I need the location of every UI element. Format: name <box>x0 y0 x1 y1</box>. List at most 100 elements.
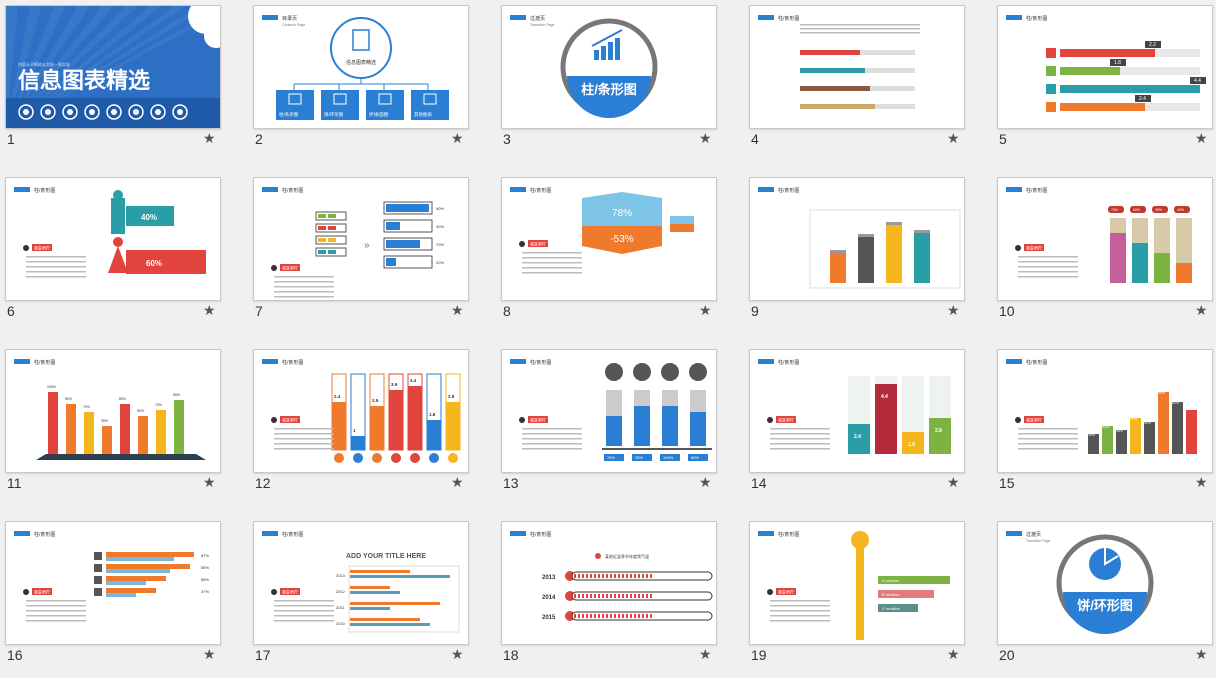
slide-preview[interactable]: 柱/条形图 某地近县季节年度常气温 2013 2014 2015 <box>501 521 717 645</box>
svg-text:过渡页: 过渡页 <box>1026 531 1041 538</box>
slide-title: ADD YOUR TITLE HERE <box>346 553 426 560</box>
slide-preview[interactable]: 柱/条形图 2.4 1 2.5 3.9 4.4 1.8 2.8 我是君柠 <box>253 349 469 473</box>
svg-text:我是君柠: 我是君柠 <box>1026 417 1042 423</box>
slide-thumbnail-18[interactable]: 柱/条形图 某地近县季节年度常气温 2013 2014 2015 18 ★ <box>496 516 726 678</box>
svg-text:2.8: 2.8 <box>935 428 942 434</box>
slide-thumbnail-16[interactable]: 柱/条形图 87% 58% 58% 37% 我是君柠 16 ★ <box>0 516 230 678</box>
slide-preview[interactable]: 内容从不断地从实现一到实现 信息图表精选 <box>5 5 221 129</box>
star-icon[interactable]: ★ <box>947 474 960 490</box>
slide-thumbnail-12[interactable]: 柱/条形图 2.4 1 2.5 3.9 4.4 1.8 2.8 我是君柠 12 ★ <box>248 344 478 506</box>
svg-text:饼/环形图: 饼/环形图 <box>324 111 344 118</box>
slide-number: 2 <box>255 131 263 147</box>
slide-thumbnail-5[interactable]: 柱/条形图 2.2 1.8 4.4 2.4 5 ★ <box>992 0 1216 162</box>
svg-text:80%: 80% <box>65 397 72 401</box>
slide-preview[interactable]: 柱/条形图 40% 60% 我是君柠 <box>5 177 221 301</box>
slide-canvas: 柱/条形图 48% 38% 28% 44% <box>758 15 920 109</box>
svg-text:2010: 2010 <box>336 621 346 626</box>
slide-number: 11 <box>7 475 22 491</box>
slide-thumbnail-13[interactable]: 柱/条形图 75% 25% 100% 80% 我是君柠 13 ★ <box>496 344 726 506</box>
svg-text:2014: 2014 <box>542 595 556 601</box>
star-icon[interactable]: ★ <box>451 130 464 146</box>
svg-text:70%: 70% <box>155 403 162 407</box>
slide-thumbnail-7[interactable]: 柱/条形图 » 90% 30% 70% 20% 我是君柠 7 ★ <box>248 172 478 334</box>
slide-thumbnail-8[interactable]: 柱/条形图 78% -53% 我是君柠 8 ★ <box>496 172 726 334</box>
svg-text:过渡页: 过渡页 <box>530 15 545 22</box>
svg-text:40%: 40% <box>1177 208 1184 212</box>
svg-text:我是君柠: 我是君柠 <box>34 245 50 251</box>
svg-text:柱/条形图: 柱/条形图 <box>282 187 303 194</box>
slide-number: 13 <box>503 475 519 491</box>
star-icon[interactable]: ★ <box>203 130 216 146</box>
svg-text:90%: 90% <box>436 206 444 211</box>
star-icon[interactable]: ★ <box>203 474 216 490</box>
star-icon[interactable]: ★ <box>203 302 216 318</box>
slide-thumbnail-4[interactable]: 柱/条形图 48% 38% 28% 44% 4 ★ <box>744 0 974 162</box>
star-icon[interactable]: ★ <box>699 302 712 318</box>
svg-text:80%: 80% <box>691 455 699 460</box>
slide-title: 信息图表精选 <box>18 68 150 93</box>
star-icon[interactable]: ★ <box>203 646 216 662</box>
svg-text:2.2: 2.2 <box>1149 42 1156 48</box>
slide-preview[interactable]: 柱/条形图 30% 42% 56% 32% 92% 58% 82% 我是君柠 <box>997 349 1213 473</box>
star-icon[interactable]: ★ <box>947 302 960 318</box>
slide-thumbnail-6[interactable]: 柱/条形图 40% 60% 我是君柠 6 ★ <box>0 172 230 334</box>
slide-preview[interactable]: 柱/条形图 48% 38% 28% 44% <box>749 5 965 129</box>
slide-preview[interactable]: 柱/条形图 78% -53% 我是君柠 <box>501 177 717 301</box>
slide-thumbnail-20[interactable]: 过渡页 Transition Page 饼/环形图 20 ★ <box>992 516 1216 678</box>
svg-text:56%: 56% <box>1116 429 1123 433</box>
star-icon[interactable]: ★ <box>699 130 712 146</box>
svg-text:柱/条形图: 柱/条形图 <box>530 187 551 194</box>
slide-thumbnail-11[interactable]: 柱/条形图 100% 80% 70% 35% 80% 50% 70% 85% 11 ★ <box>0 344 230 506</box>
slide-thumbnail-10[interactable]: 柱/条形图 70% 60% 30% 40% 我是君柠 10 ★ <box>992 172 1216 334</box>
svg-text:我是君柠: 我是君柠 <box>530 241 546 247</box>
svg-text:2.4: 2.4 <box>334 394 341 399</box>
star-icon[interactable]: ★ <box>699 474 712 490</box>
star-icon[interactable]: ★ <box>1195 646 1208 662</box>
slide-number: 3 <box>503 131 511 147</box>
slide-preview[interactable]: 柱/条形图 ADD YOUR TITLE HERE 2013 2012 2011 2010… <box>253 521 469 645</box>
svg-text:内容从不断地从实现一到实现: 内容从不断地从实现一到实现 <box>18 61 70 67</box>
svg-text:42%: 42% <box>1102 425 1109 429</box>
slide-preview[interactable]: 柱/条形图 70% 60% 30% 40% 我是君柠 <box>997 177 1213 301</box>
slide-preview[interactable]: 过渡页 Transition Page 饼/环形图 <box>997 521 1213 645</box>
svg-text:我是君柠: 我是君柠 <box>282 265 298 271</box>
slide-preview[interactable]: 柱/条形图 A mmllion B mmllion C mmllion 我是君柠 <box>749 521 965 645</box>
slide-thumbnail-1[interactable]: 内容从不断地从实现一到实现 信息图表精选 1 ★ <box>0 0 230 162</box>
star-icon[interactable]: ★ <box>451 302 464 318</box>
slide-thumbnail-9[interactable]: 柱/条形图 9 ★ <box>744 172 974 334</box>
star-icon[interactable]: ★ <box>947 646 960 662</box>
svg-text:4.4: 4.4 <box>1194 78 1201 84</box>
slide-number: 19 <box>751 647 767 663</box>
slide-preview[interactable]: 柱/条形图 <box>749 177 965 301</box>
slide-thumbnail-15[interactable]: 柱/条形图 30% 42% 56% 32% 92% 58% 82% 我是君柠 15 ★ <box>992 344 1216 506</box>
slide-thumbnail-17[interactable]: 柱/条形图 ADD YOUR TITLE HERE 2013 2012 2011 2010… <box>248 516 478 678</box>
star-icon[interactable]: ★ <box>947 130 960 146</box>
slide-thumbnail-2[interactable]: 目录页 Contents Page 信息图表精选 柱/条形图 饼/环形图 折线/面图 其他图… <box>248 0 478 162</box>
svg-text:2.8: 2.8 <box>448 394 455 399</box>
slide-preview[interactable]: 柱/条形图 2.2 1.8 4.4 2.4 <box>997 5 1213 129</box>
svg-text:85%: 85% <box>173 393 180 397</box>
slide-preview[interactable]: 柱/条形图 » 90% 30% 70% 20% 我是君柠 <box>253 177 469 301</box>
svg-text:B mmllion: B mmllion <box>882 592 900 597</box>
slide-preview[interactable]: 柱/条形图 2.4 4.4 1.8 2.8 我是君柠 <box>749 349 965 473</box>
slide-thumbnail-3[interactable]: 过渡页 Transition Page 柱/条形图 3 ★ <box>496 0 726 162</box>
slide-canvas: 柱/条形图 2.2 1.8 4.4 2.4 <box>1006 15 1206 112</box>
svg-text:2013: 2013 <box>336 573 346 578</box>
svg-text:柱/条形图: 柱/条形图 <box>282 359 303 366</box>
star-icon[interactable]: ★ <box>699 646 712 662</box>
slide-preview[interactable]: 柱/条形图 87% 58% 58% 37% 我是君柠 <box>5 521 221 645</box>
star-icon[interactable]: ★ <box>1195 474 1208 490</box>
slide-thumbnail-14[interactable]: 柱/条形图 2.4 4.4 1.8 2.8 我是君柠 14 ★ <box>744 344 974 506</box>
svg-text:78%: 78% <box>612 208 632 219</box>
slide-preview[interactable]: 柱/条形图 100% 80% 70% 35% 80% 50% 70% 85% <box>5 349 221 473</box>
slide-preview[interactable]: 目录页 Contents Page 信息图表精选 柱/条形图 饼/环形图 折线/面图 其他图… <box>253 5 469 129</box>
slide-thumbnail-19[interactable]: 柱/条形图 A mmllion B mmllion C mmllion 我是君柠 19 ★ <box>744 516 974 678</box>
star-icon[interactable]: ★ <box>1195 302 1208 318</box>
star-icon[interactable]: ★ <box>451 474 464 490</box>
slide-preview[interactable]: 过渡页 Transition Page 柱/条形图 <box>501 5 717 129</box>
svg-text:100%: 100% <box>47 385 56 389</box>
star-icon[interactable]: ★ <box>1195 130 1208 146</box>
svg-text:柱/条形图: 柱/条形图 <box>778 15 799 22</box>
star-icon[interactable]: ★ <box>451 646 464 662</box>
slide-preview[interactable]: 柱/条形图 75% 25% 100% 80% 我是君柠 <box>501 349 717 473</box>
